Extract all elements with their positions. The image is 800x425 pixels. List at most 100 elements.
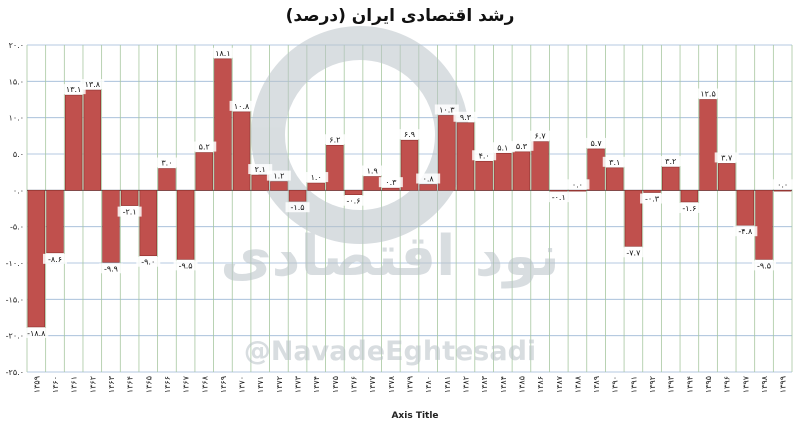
data-label: ۱۸.۱	[215, 49, 230, 58]
x-tick-label: ۱۳۹۶	[723, 376, 732, 393]
x-tick-label: ۱۳۷۹	[406, 376, 415, 393]
x-tick-label: ۱۳۸۷	[555, 375, 564, 393]
data-label: ۲.۱	[255, 165, 266, 174]
bar	[102, 190, 120, 263]
x-tick-label: ۱۳۸۰	[424, 376, 433, 393]
x-tick-label: ۱۳۹۹	[779, 376, 788, 393]
bar	[587, 148, 605, 191]
bar	[46, 190, 64, 254]
data-label-bg	[509, 140, 534, 151]
bar	[624, 190, 643, 247]
data-label-bg	[136, 256, 161, 267]
x-tick-label: ۱۳۹۸	[760, 375, 769, 393]
bar	[438, 115, 456, 191]
x-tick-label: ۱۳۶۷	[182, 375, 191, 393]
x-tick-label: ۱۳۸۲	[461, 376, 470, 393]
data-label-bg	[397, 129, 422, 140]
data-label: ۰.۸	[423, 175, 435, 184]
bar	[176, 190, 195, 260]
x-tick-label: ۱۳۸۸	[573, 375, 582, 393]
data-label: -۰.۳	[645, 195, 660, 204]
data-label-bg	[546, 192, 571, 203]
data-label: ۳.۰	[161, 159, 172, 168]
y-axis-ticks: ۲۰.۰ ۱۵.۰ ۱۰.۰ ۵.۰ ۰.۰ -۵.۰ -۱۰.۰ -۱۵.۰ -۲۰.۰ -۲۵…	[6, 41, 24, 377]
bar	[214, 58, 232, 191]
bar	[512, 151, 531, 191]
data-label: ۶.۹	[404, 130, 415, 139]
data-label: -۱.۶	[682, 204, 696, 213]
x-tick-label: ۱۳۸۴	[499, 376, 508, 393]
data-label: ۰.۰	[777, 180, 788, 189]
bar	[475, 160, 493, 191]
bar	[382, 187, 400, 191]
y-tick-label: ۵.۰	[13, 150, 24, 159]
x-tick-label: ۱۳۶۹	[219, 376, 228, 393]
x-tick-label: ۱۳۸۱	[443, 376, 452, 393]
x-tick-label: ۱۳۶۰	[51, 376, 60, 393]
bar	[158, 168, 176, 191]
bar	[344, 190, 363, 195]
data-label-bg	[304, 172, 329, 183]
y-tick-label: ۱۵.۰	[9, 77, 24, 86]
y-tick-label: ۲۰.۰	[9, 41, 24, 50]
data-label-bg	[61, 84, 86, 95]
bar	[120, 190, 139, 206]
data-label: -۷.۷	[626, 248, 641, 257]
x-tick-label: ۱۳۷۲	[275, 376, 284, 393]
bar	[363, 176, 381, 191]
data-label-bg	[42, 253, 67, 264]
x-tick-label: ۱۳۵۹	[32, 376, 41, 393]
y-tick-label: -۲۰.۰	[6, 332, 24, 341]
x-tick-label: ۱۳۷۷	[368, 375, 377, 393]
data-label-bg	[434, 104, 459, 115]
x-tick-label: ۱۳۷۴	[312, 376, 321, 393]
x-tick-label: ۱۳۶۵	[144, 376, 153, 393]
bar	[717, 163, 736, 191]
bar	[736, 190, 755, 226]
data-label: ۳.۱	[609, 158, 620, 167]
data-label: -۹.۵	[757, 261, 771, 270]
x-tick-label: ۱۳۶۱	[70, 376, 79, 393]
bar	[494, 152, 512, 191]
data-label-bg	[640, 193, 665, 204]
watermark-persian-text: نود اقتصادی	[220, 224, 559, 289]
bar	[83, 89, 102, 191]
data-label-bg	[696, 88, 721, 99]
data-labels: -۱۸.۸ -۸.۶ ۱۳.۱ ۱۳.۸ -۹.۹ -۲.۱ -۹.۰ ۳.۰ -۹.۵ ۵.۲ ۱…	[24, 47, 795, 338]
data-label: ۵.۳	[516, 142, 528, 151]
data-label: -۱۸.۸	[27, 329, 46, 338]
data-label: ۱.۹	[367, 167, 378, 176]
data-label: ۳.۲	[665, 157, 676, 166]
data-label-bg	[229, 100, 254, 111]
bar	[232, 111, 251, 191]
data-label-bg	[453, 111, 478, 122]
x-tick-label: ۱۳۸۹	[592, 376, 601, 393]
bar	[139, 190, 157, 257]
x-tick-label: ۱۳۷۰	[238, 376, 247, 393]
data-label: ۳.۷	[721, 153, 733, 162]
data-label: ۱۲.۵	[700, 90, 715, 99]
data-label: ۱۳.۱	[66, 85, 81, 94]
x-axis-labels: ۱۳۵۹ ۱۳۶۰ ۱۳۶۱ ۱۳۶۲ ۱۳۶۳ ۱۳۶۴ ۱۳۶۵ ۱۳۶۶ ۱۳۶۷ ۱۳۶۸…	[32, 375, 787, 393]
data-label: ۹.۳	[460, 113, 472, 122]
bar	[456, 122, 475, 191]
x-tick-label: ۱۳۶۳	[107, 375, 116, 393]
bar	[550, 190, 568, 192]
x-tick-label: ۱۳۹۲	[648, 376, 657, 393]
data-label-bg	[378, 177, 403, 188]
bar	[288, 190, 307, 202]
data-label-bg	[360, 165, 385, 176]
data-label-bg	[210, 47, 235, 58]
x-tick-label: ۱۳۹۱	[629, 376, 638, 393]
x-tick-label: ۱۳۶۸	[200, 375, 209, 393]
x-tick-label: ۱۳۹۳	[667, 375, 676, 393]
data-label-bg	[322, 134, 347, 145]
data-label-bg	[117, 206, 142, 217]
data-label-bg	[24, 327, 49, 338]
x-tick-label: ۱۳۸۶	[536, 376, 545, 393]
data-label: ۱.۰	[311, 173, 322, 182]
data-label-bg	[80, 79, 105, 90]
data-label: ۱.۲	[273, 172, 284, 181]
bars	[27, 58, 792, 328]
data-label-bg	[285, 202, 310, 213]
